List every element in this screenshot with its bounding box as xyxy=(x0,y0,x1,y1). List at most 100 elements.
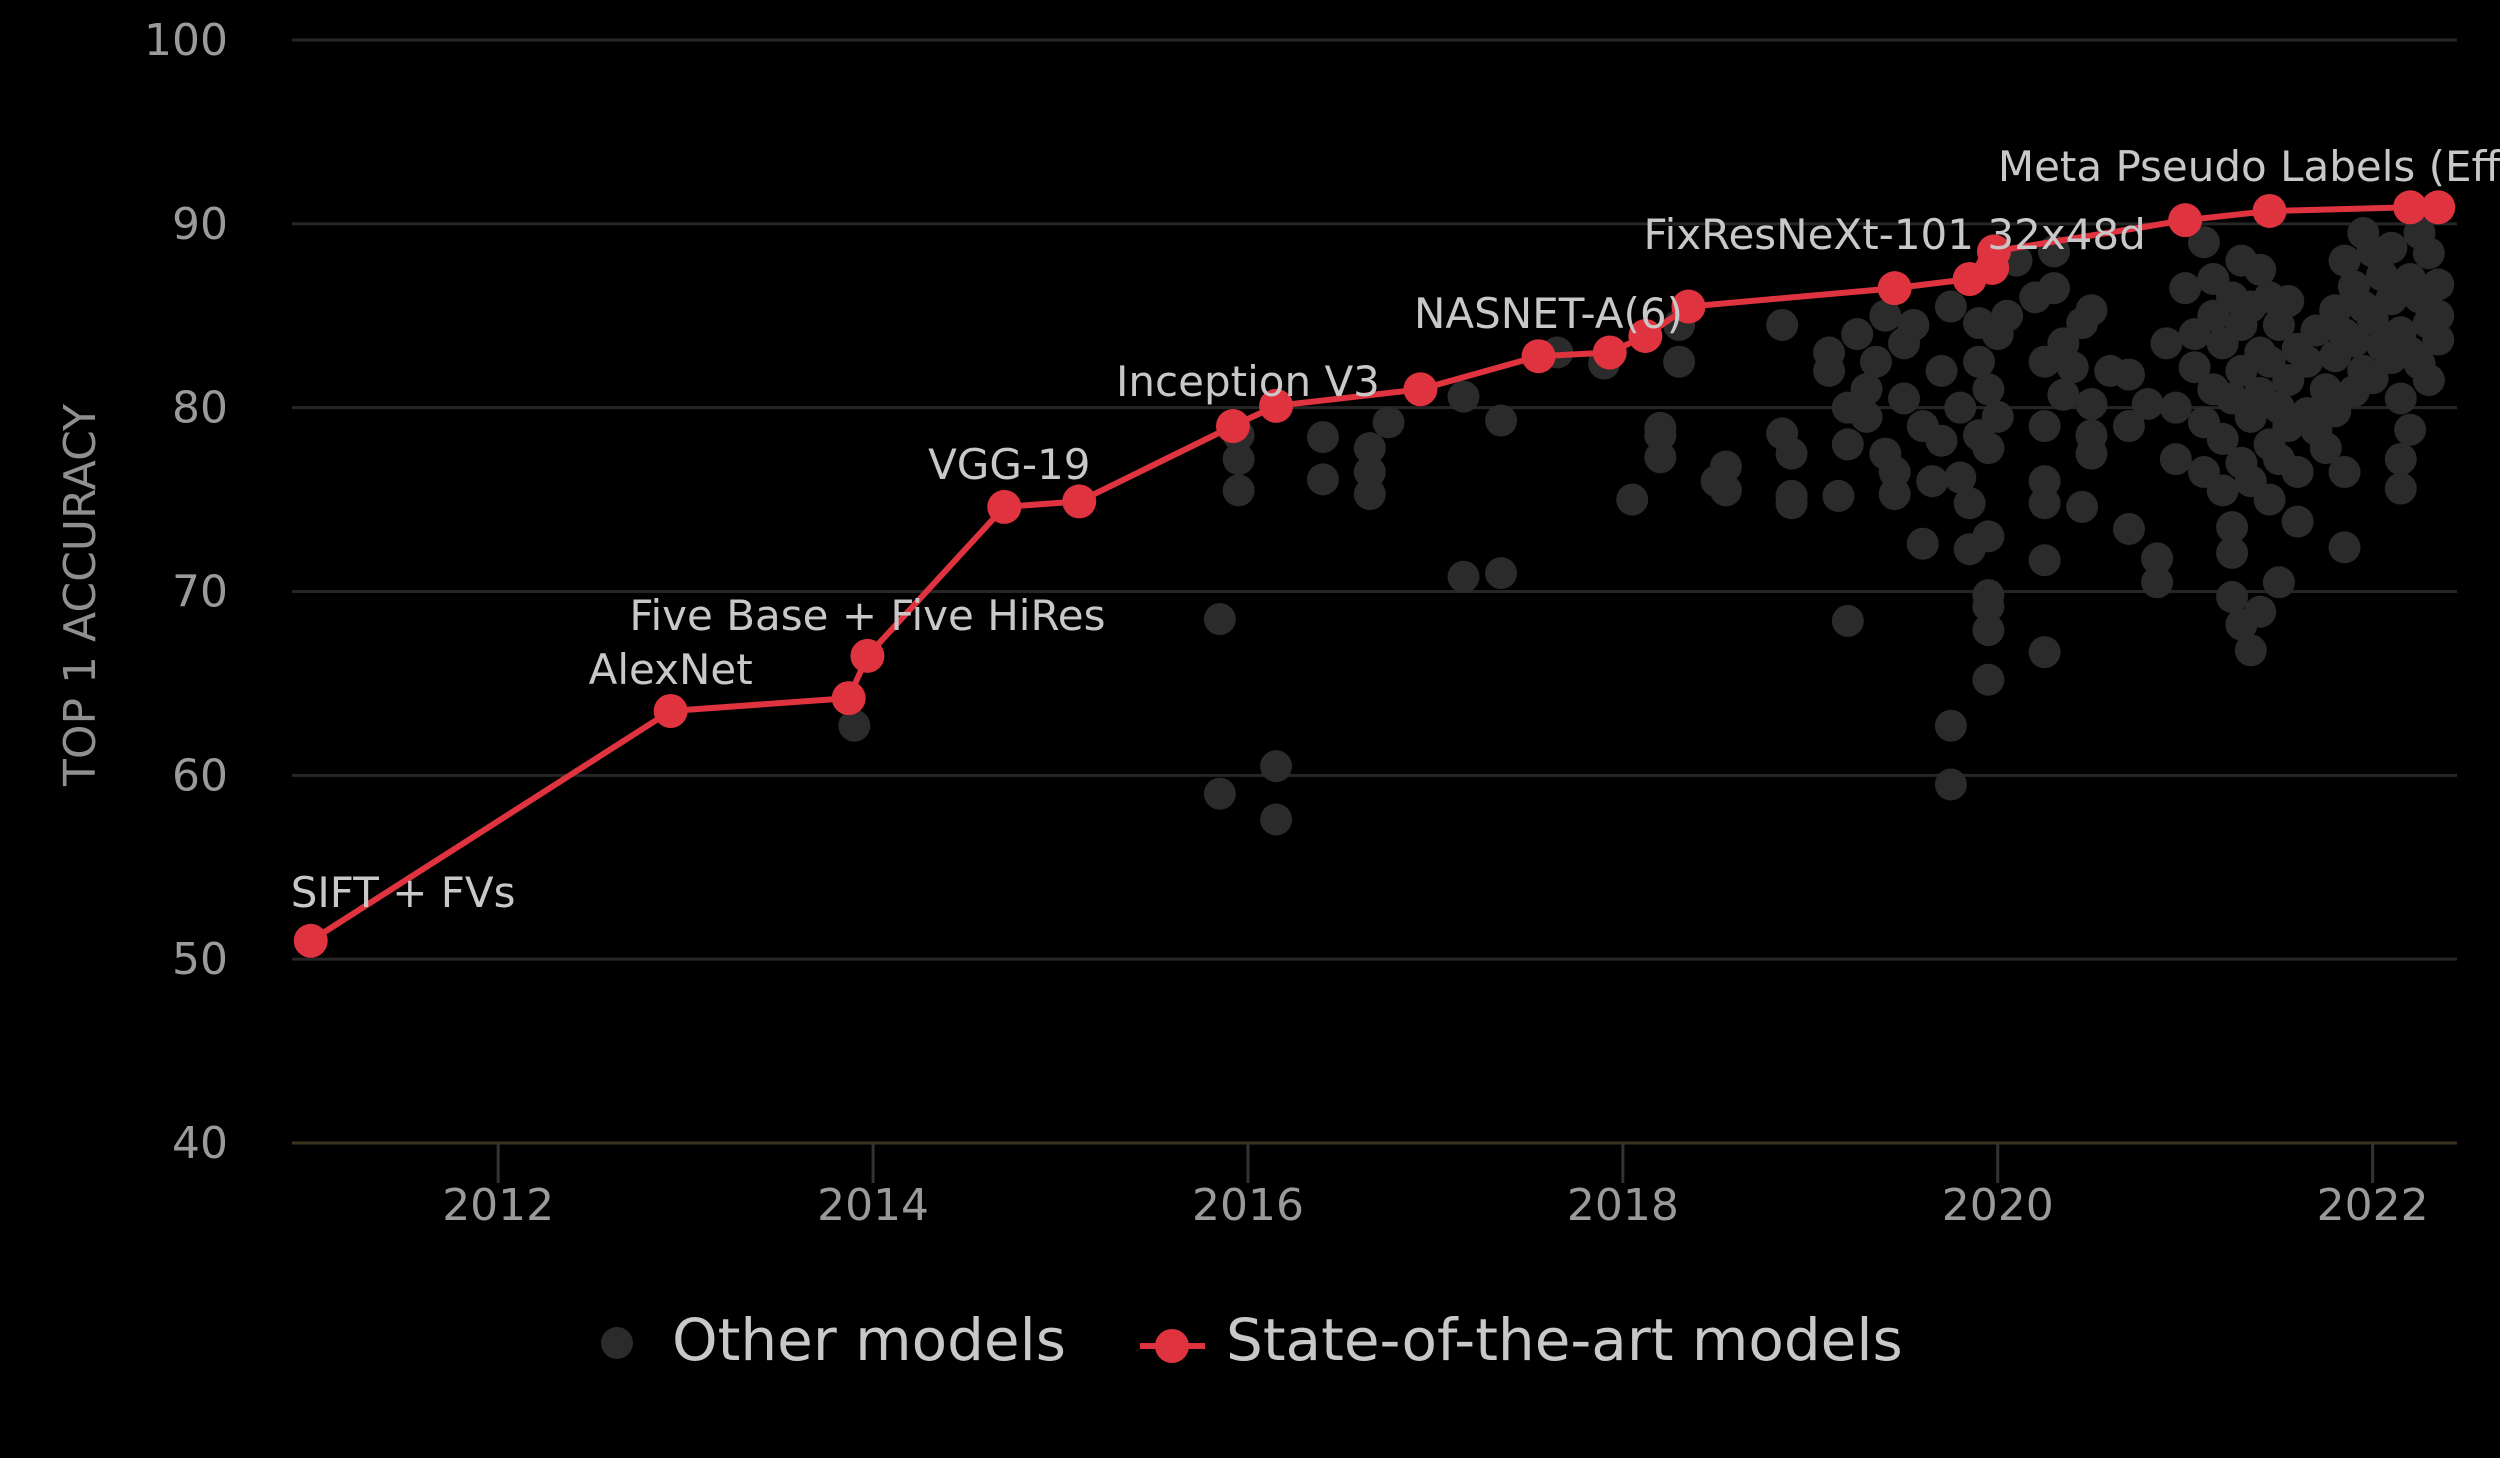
sota-point xyxy=(1977,234,2012,269)
other-model-point xyxy=(1850,400,1883,433)
x-tick-label: 2016 xyxy=(1192,1180,1304,1231)
other-model-point xyxy=(1306,421,1339,454)
other-model-point xyxy=(1944,461,1977,494)
other-model-point xyxy=(1831,604,1864,637)
y-tick-label: 80 xyxy=(172,383,228,434)
sota-annotation: FixResNeXt-101 32x48d xyxy=(1644,210,2146,259)
sota-annotation: AlexNet xyxy=(589,645,753,694)
other-model-point xyxy=(1485,557,1518,590)
other-model-point xyxy=(1878,478,1911,511)
other-model-point xyxy=(1841,318,1874,351)
other-model-point xyxy=(1869,299,1902,332)
axes: 40 50 60 70 80 90 100 2012 2014 2016 2018 2020 2022 xyxy=(144,15,2429,1231)
legend-sota-label: State-of-the-art models xyxy=(1226,1306,1903,1374)
other-model-point xyxy=(2056,351,2089,384)
other-model-point xyxy=(2412,237,2445,270)
sota-point xyxy=(1403,372,1438,407)
other-model-point xyxy=(838,709,871,742)
other-model-point xyxy=(1353,432,1386,465)
other-model-point xyxy=(2047,378,2080,411)
other-model-point xyxy=(2131,387,2164,420)
other-model-point xyxy=(2112,512,2145,545)
other-model-point xyxy=(2178,351,2211,384)
other-model-point xyxy=(1644,419,1677,452)
other-model-point xyxy=(1813,354,1846,387)
other-model-point xyxy=(2216,581,2249,614)
x-tick-label: 2022 xyxy=(2317,1180,2429,1231)
other-model-point xyxy=(2150,327,2183,360)
other-model-point xyxy=(1972,663,2005,696)
other-model-point xyxy=(1906,527,1939,560)
legend: Other models State-of-the-art models xyxy=(601,1306,1903,1374)
other-model-point xyxy=(1372,406,1405,439)
other-model-point xyxy=(2206,422,2239,455)
other-model-point xyxy=(1663,345,1696,378)
other-model-point xyxy=(2075,387,2108,420)
other-model-point xyxy=(1709,474,1742,507)
other-model-point xyxy=(1644,441,1677,474)
other-model-point xyxy=(2422,323,2455,356)
sota-point xyxy=(653,693,688,728)
other-model-point xyxy=(2300,314,2333,347)
other-model-point xyxy=(2112,410,2145,443)
sota-point xyxy=(1062,484,1097,519)
other-model-point xyxy=(1447,380,1480,413)
sota-point xyxy=(1628,318,1663,353)
other-model-point xyxy=(1616,483,1649,516)
other-model-point xyxy=(2337,325,2370,358)
other-model-point xyxy=(2075,419,2108,452)
other-model-point xyxy=(2309,432,2342,465)
other-model-point xyxy=(1878,456,1911,489)
y-tick-label: 40 xyxy=(172,1118,228,1169)
y-tick-label: 60 xyxy=(172,750,228,801)
other-model-point xyxy=(1972,590,2005,623)
other-model-point xyxy=(2412,364,2445,397)
sota-point xyxy=(1259,388,1294,423)
other-model-point xyxy=(1916,465,1949,498)
other-model-point xyxy=(2422,268,2455,301)
other-model-point xyxy=(1850,373,1883,406)
other-model-point xyxy=(2169,272,2202,305)
other-model-point xyxy=(2328,244,2361,277)
other-model-point xyxy=(1888,382,1921,415)
other-model-point xyxy=(2141,566,2174,599)
other-model-point xyxy=(2394,413,2427,446)
other-model-point xyxy=(2028,636,2061,669)
other-model-point xyxy=(1222,443,1255,476)
y-tick-label: 70 xyxy=(172,567,228,618)
other-model-point xyxy=(2244,595,2277,628)
sota-point xyxy=(1592,335,1627,370)
other-model-point xyxy=(2422,299,2455,332)
other-model-point xyxy=(1260,750,1293,783)
sota-point xyxy=(1215,409,1250,444)
other-models-points xyxy=(838,217,2455,836)
x-tick-label: 2020 xyxy=(1942,1180,2054,1231)
other-model-point xyxy=(1897,308,1930,341)
other-model-point xyxy=(1822,479,1855,512)
sota-point xyxy=(850,638,885,673)
other-model-point xyxy=(1306,463,1339,496)
other-model-point xyxy=(2384,382,2417,415)
y-tick-label: 90 xyxy=(172,199,228,250)
other-model-point xyxy=(1485,404,1518,437)
other-model-point xyxy=(2291,345,2324,378)
legend-sota-marker xyxy=(1155,1329,1189,1363)
sota-annotation: Meta Pseudo Labels (EfficientNet-L2) xyxy=(1998,142,2500,191)
other-model-point xyxy=(1953,487,1986,520)
y-tick-label: 50 xyxy=(172,934,228,985)
other-model-point xyxy=(2075,294,2108,327)
other-model-point xyxy=(2206,474,2239,507)
other-model-point xyxy=(1766,308,1799,341)
sota-series xyxy=(293,190,2456,958)
sota-annotation: NASNET-A(6) xyxy=(1414,289,1683,338)
other-model-point xyxy=(2281,505,2314,538)
other-model-point xyxy=(1934,768,1967,801)
other-model-point xyxy=(2159,391,2192,424)
other-model-point xyxy=(1859,345,1892,378)
sota-point xyxy=(987,489,1022,524)
other-model-point xyxy=(1775,487,1808,520)
other-model-point xyxy=(2216,511,2249,544)
other-model-point xyxy=(2037,272,2070,305)
other-model-point xyxy=(1972,373,2005,406)
